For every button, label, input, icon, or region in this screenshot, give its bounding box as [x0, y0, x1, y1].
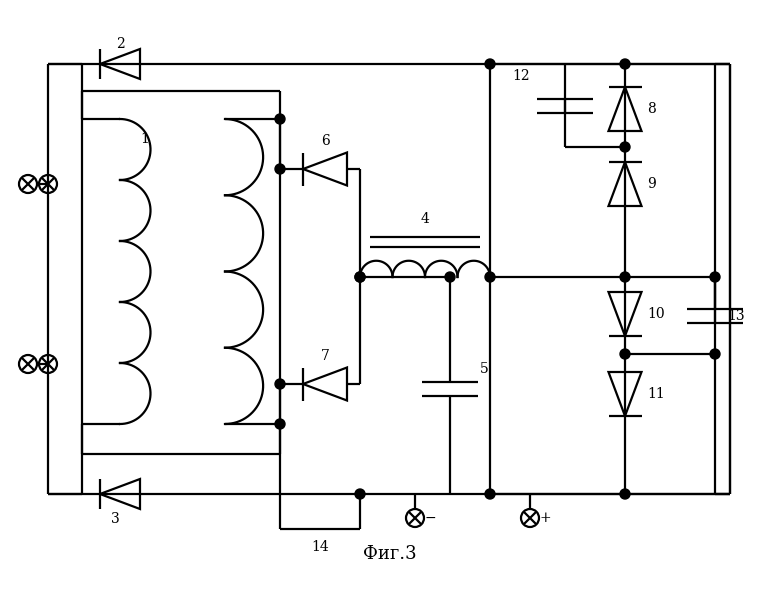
- Circle shape: [620, 59, 630, 69]
- Text: 13: 13: [727, 309, 745, 323]
- Circle shape: [445, 272, 455, 282]
- Text: 14: 14: [311, 540, 329, 554]
- Circle shape: [620, 272, 630, 282]
- Text: +: +: [539, 511, 551, 525]
- Text: 1: 1: [140, 132, 150, 146]
- Circle shape: [355, 272, 365, 282]
- Text: 3: 3: [111, 512, 119, 526]
- Circle shape: [275, 419, 285, 429]
- Circle shape: [485, 272, 495, 282]
- Text: 5: 5: [480, 362, 489, 376]
- Circle shape: [355, 272, 365, 282]
- Text: 10: 10: [647, 307, 665, 321]
- Circle shape: [275, 114, 285, 124]
- Circle shape: [275, 379, 285, 389]
- Text: 2: 2: [115, 37, 124, 51]
- Text: 12: 12: [512, 69, 530, 83]
- Circle shape: [620, 349, 630, 359]
- Circle shape: [485, 59, 495, 69]
- Text: 11: 11: [647, 387, 665, 401]
- Text: Фиг.3: Фиг.3: [363, 545, 417, 563]
- Circle shape: [275, 164, 285, 174]
- Text: −: −: [424, 511, 436, 525]
- Text: 4: 4: [420, 212, 430, 226]
- Circle shape: [710, 349, 720, 359]
- Circle shape: [620, 489, 630, 499]
- Circle shape: [485, 489, 495, 499]
- Text: 8: 8: [647, 102, 656, 116]
- Text: 6: 6: [321, 134, 329, 148]
- Circle shape: [355, 489, 365, 499]
- Circle shape: [710, 272, 720, 282]
- Circle shape: [620, 142, 630, 152]
- Text: 7: 7: [321, 349, 329, 363]
- Text: 9: 9: [647, 177, 656, 191]
